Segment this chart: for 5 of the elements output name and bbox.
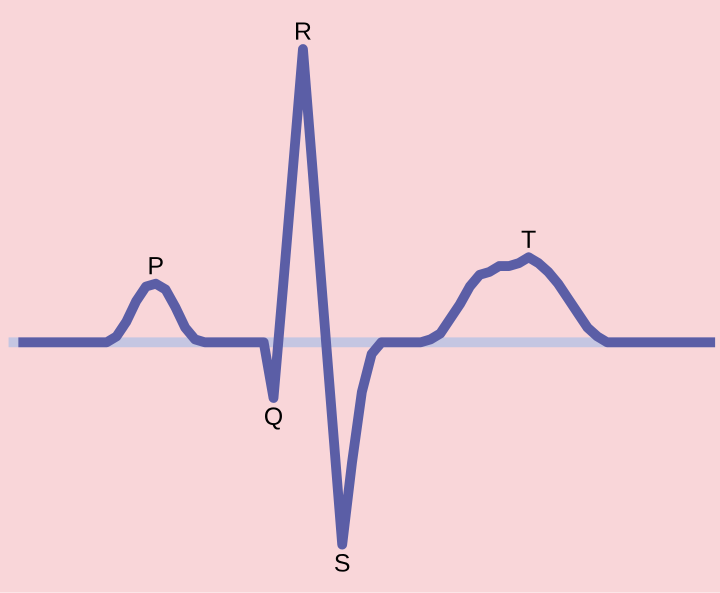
annotation: T (522, 230, 536, 248)
text: R (296, 22, 311, 40)
text: S (335, 554, 350, 572)
annotation: P (149, 257, 163, 274)
annotation: Q (265, 408, 282, 430)
